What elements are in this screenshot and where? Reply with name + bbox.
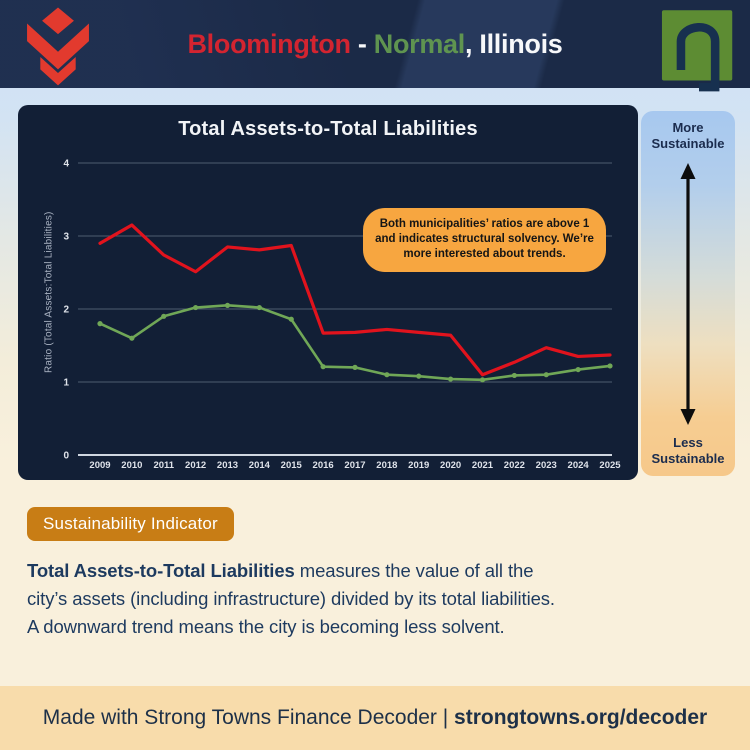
svg-text:2014: 2014 xyxy=(249,460,271,471)
svg-text:2024: 2024 xyxy=(568,460,590,471)
metric-description: Total Assets-to-Total Liabilities measur… xyxy=(27,557,739,640)
svg-text:2: 2 xyxy=(63,305,69,316)
svg-text:2016: 2016 xyxy=(313,460,334,471)
svg-text:2011: 2011 xyxy=(153,460,174,471)
page-title: Bloomington - Normal, Illinois xyxy=(0,0,750,88)
svg-text:2018: 2018 xyxy=(376,460,397,471)
svg-text:2022: 2022 xyxy=(504,460,525,471)
svg-text:2013: 2013 xyxy=(217,460,238,471)
more-sustainable-label: More Sustainable xyxy=(651,120,725,152)
title-city-normal: Normal xyxy=(373,28,466,59)
sustainability-scale-panel: More Sustainable Less Sustainable xyxy=(641,111,735,476)
normal-logo-icon xyxy=(661,10,733,92)
chart-panel: Total Assets-to-Total Liabilities Ratio … xyxy=(18,105,638,480)
svg-text:3: 3 xyxy=(63,232,69,243)
svg-text:1: 1 xyxy=(63,378,69,389)
svg-text:2015: 2015 xyxy=(281,460,303,471)
less-sustainable-label: Less Sustainable xyxy=(651,434,725,466)
sustainability-indicator-badge: Sustainability Indicator xyxy=(27,507,234,541)
title-separator: - xyxy=(350,28,374,59)
svg-text:0: 0 xyxy=(63,451,69,462)
metric-description-text: measures the value of all the city’s ass… xyxy=(27,560,555,637)
footer-credit: Made with Strong Towns Finance Decoder |… xyxy=(0,686,750,750)
svg-text:2019: 2019 xyxy=(408,460,429,471)
svg-text:4: 4 xyxy=(63,159,69,170)
svg-text:2009: 2009 xyxy=(89,460,110,471)
line-chart: 0 1 2 3 4 2009 2010 2011 2012 2013 2014 2015 2016 201… xyxy=(63,159,621,472)
chart-annotation-callout: Both municipalities’ ratios are above 1 … xyxy=(363,208,606,272)
double-arrow-icon xyxy=(680,163,696,425)
svg-text:2021: 2021 xyxy=(472,460,494,471)
title-state: , Illinois xyxy=(464,28,563,59)
footer-text: Made with Strong Towns Finance Decoder | xyxy=(42,706,455,729)
header-banner: Bloomington - Normal, Illinois xyxy=(0,0,750,92)
svg-text:2025: 2025 xyxy=(599,460,621,471)
title-city-bloomington: Bloomington xyxy=(187,28,351,59)
svg-text:2017: 2017 xyxy=(344,460,365,471)
svg-text:2010: 2010 xyxy=(121,460,142,471)
svg-text:2020: 2020 xyxy=(440,460,461,471)
chart-title: Total Assets-to-Total Liabilities xyxy=(178,118,478,140)
svg-text:2012: 2012 xyxy=(185,460,206,471)
svg-text:2023: 2023 xyxy=(536,460,557,471)
footer-url: strongtowns.org/decoder xyxy=(454,706,708,729)
metric-name-bold: Total Assets-to-Total Liabilities xyxy=(27,560,295,581)
bloomington-logo-icon xyxy=(27,7,89,86)
